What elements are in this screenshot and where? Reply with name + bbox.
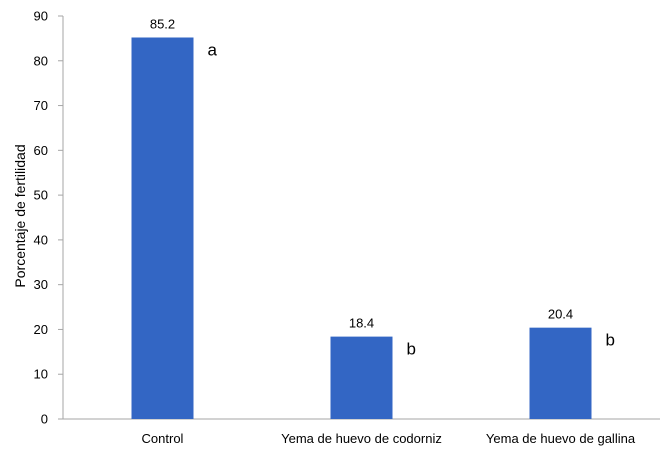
y-axis-label: Porcentaje de fertilidad [12,144,28,287]
significance-letter: b [606,331,615,350]
category-labels: Control Yema de huevo de codorniz Yema de … [142,431,636,446]
y-tick-label: 80 [34,53,48,68]
y-tick-label: 60 [34,143,48,158]
y-tick-label: 90 [34,9,48,24]
bar [330,336,393,419]
category-label: Yema de huevo de gallina [486,431,636,446]
bar [529,327,592,419]
category-label: Control [142,431,184,446]
y-tick-label: 50 [34,188,48,203]
significance-letters: a b b [208,40,615,358]
y-tick-label: 10 [34,367,48,382]
significance-letter: b [407,340,416,359]
category-label: Yema de huevo de codorniz [281,431,442,446]
y-tick-label: 30 [34,277,48,292]
data-label: 18.4 [349,316,374,331]
data-label: 20.4 [548,307,573,322]
significance-letter: a [208,40,218,59]
y-tick-label: 0 [41,412,48,427]
y-tick-label: 40 [34,232,48,247]
data-label: 85.2 [150,16,175,31]
bars [131,37,592,419]
y-tick-label: 70 [34,98,48,113]
data-labels: 85.2 18.4 20.4 [150,16,573,330]
bar [131,37,194,419]
y-tick-label: 20 [34,322,48,337]
y-tick-labels: 0 10 20 30 40 50 60 70 80 90 [34,9,63,427]
